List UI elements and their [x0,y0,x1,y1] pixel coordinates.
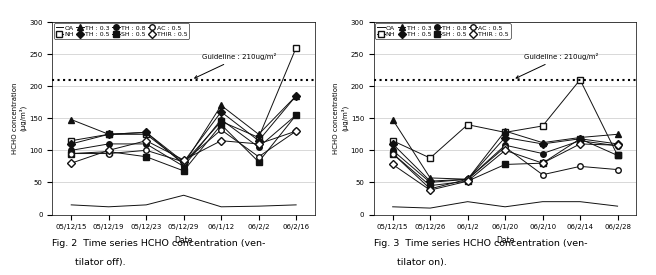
Y-axis label: HCHO concentration
(μg/m³): HCHO concentration (μg/m³) [333,82,348,154]
Text: Fig. 2  Time series HCHO concentration (ven-: Fig. 2 Time series HCHO concentration (v… [52,239,266,248]
X-axis label: Date: Date [174,236,193,245]
Legend: OA, NH, TH : 0.3, TH : 0.5, TH : 0.8, SH : 0.5, AC : 0.5, THIR : 0.5: OA, NH, TH : 0.3, TH : 0.5, TH : 0.8, SH… [375,23,510,39]
X-axis label: Date: Date [496,236,514,245]
Text: Fig. 3  Time series HCHO concentration (ven-: Fig. 3 Time series HCHO concentration (v… [374,239,587,248]
Text: tilator off).: tilator off). [75,258,126,268]
Text: Guideline : 210ug/m²: Guideline : 210ug/m² [516,54,598,78]
Text: tilator on).: tilator on). [397,258,447,268]
Text: Guideline : 210ug/m²: Guideline : 210ug/m² [195,54,277,78]
Y-axis label: HCHO concentration
(μg/m³): HCHO concentration (μg/m³) [12,82,26,154]
Legend: OA, NH, TH : 0.3, TH : 0.5, TH : 0.8, SH : 0.5, AC : 0.5, THIR : 0.5: OA, NH, TH : 0.3, TH : 0.5, TH : 0.8, SH… [54,23,189,39]
